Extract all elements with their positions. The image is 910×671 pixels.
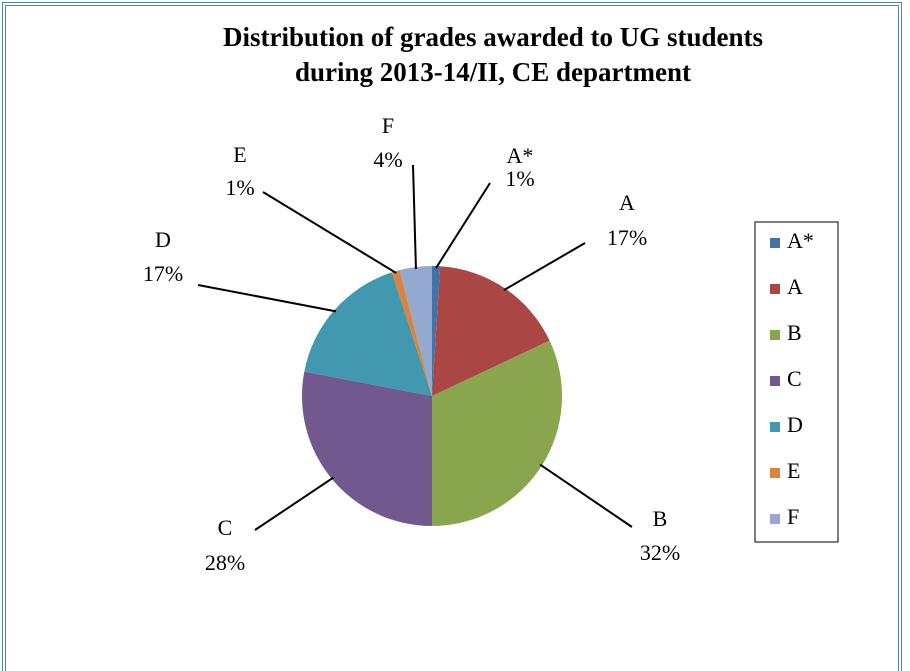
legend-label: E	[787, 458, 800, 483]
pie-slice	[304, 272, 432, 396]
slice-label: E	[233, 142, 246, 167]
legend-box	[754, 221, 839, 543]
legend-label: F	[787, 504, 799, 529]
slice-value-label: 28%	[205, 550, 245, 575]
legend-label: A	[787, 274, 803, 299]
leader-line	[539, 463, 633, 528]
legend-swatch	[770, 238, 780, 248]
legend-swatch	[770, 514, 780, 524]
slice-value-label: 1%	[505, 166, 534, 191]
slice-value-label: 17%	[607, 225, 647, 250]
legend-swatch	[770, 376, 780, 386]
slice-label: A	[619, 190, 635, 215]
slice-label: C	[218, 515, 233, 540]
leader-line	[262, 191, 397, 274]
legend-swatch	[770, 422, 780, 432]
leader-line	[503, 242, 586, 291]
pie-slice	[399, 266, 432, 396]
legend-swatch	[770, 468, 780, 478]
pie-slice	[301, 371, 432, 526]
legend-swatch	[770, 284, 780, 294]
leader-line	[412, 164, 417, 270]
slice-value-label: 4%	[373, 147, 402, 172]
slice-label: B	[653, 506, 668, 531]
leader-line	[435, 182, 491, 269]
legend-label: B	[787, 320, 802, 345]
leader-line	[197, 284, 337, 313]
slice-label: A*	[507, 143, 534, 168]
pie-slice	[432, 266, 441, 396]
pie-slice	[432, 266, 550, 396]
leader-line	[254, 476, 334, 531]
legend-swatch	[770, 330, 780, 340]
slice-label: D	[155, 227, 171, 252]
slice-value-label: 1%	[225, 175, 254, 200]
pie-slice	[391, 270, 432, 396]
legend-label: A*	[787, 228, 814, 253]
chart-title: during 2013-14/II, CE department	[295, 57, 691, 87]
legend-label: C	[787, 366, 802, 391]
slice-value-label: 32%	[640, 540, 680, 565]
chart-title: Distribution of grades awarded to UG stu…	[223, 22, 763, 52]
pie-slice	[432, 340, 562, 526]
slice-label: F	[382, 113, 394, 138]
legend-label: D	[787, 412, 803, 437]
slice-value-label: 17%	[143, 261, 183, 286]
